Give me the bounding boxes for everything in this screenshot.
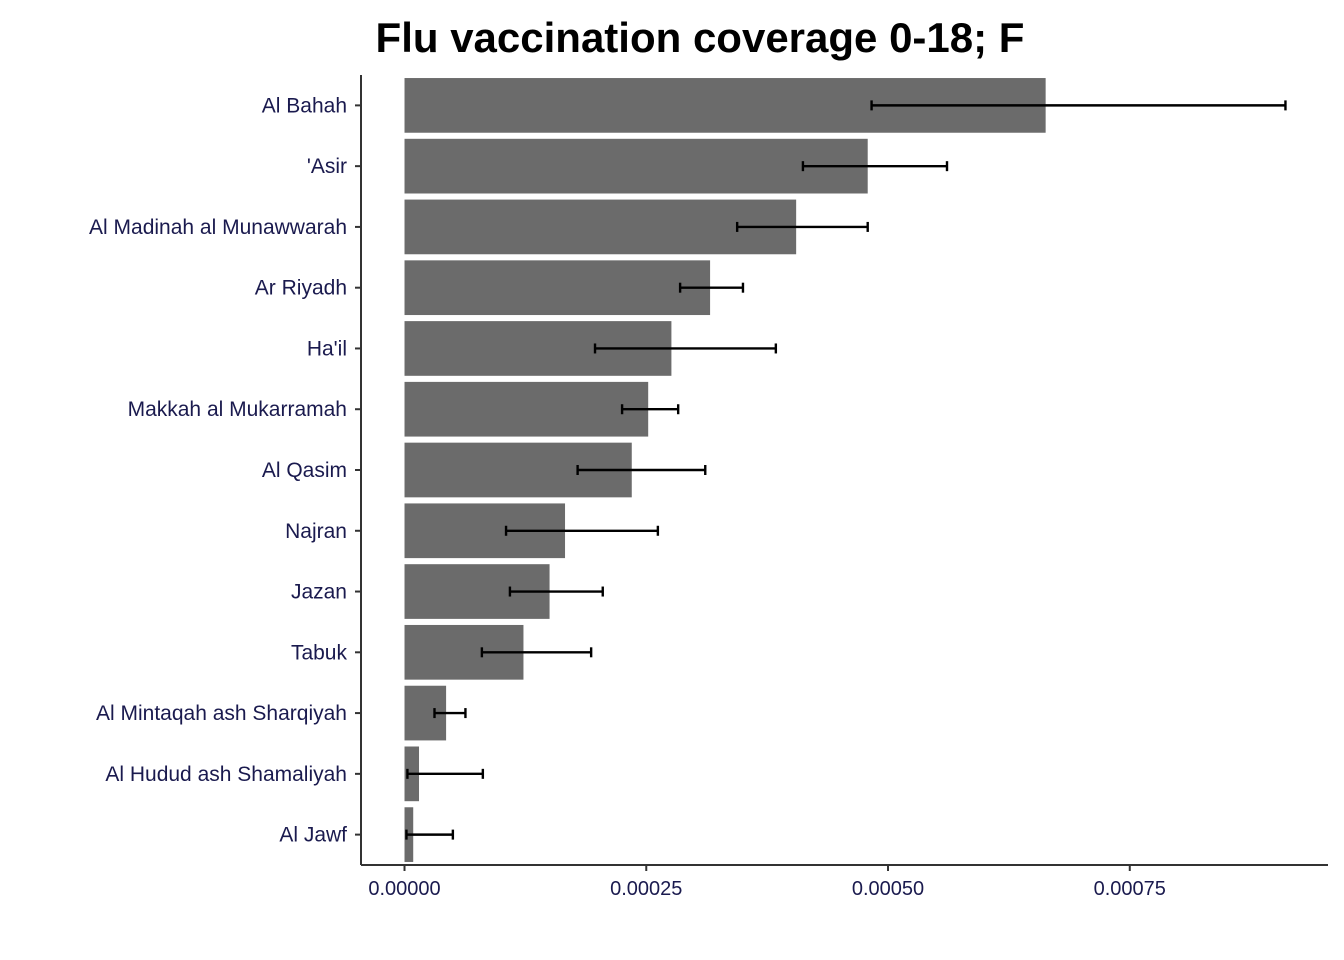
x-tick-labels: 0.00000 0.00025 0.00050 0.00075 (368, 878, 1166, 900)
error-bar-11 (433, 708, 467, 719)
error-bars-layer (405, 100, 1287, 840)
y-tick-label: Jazan (291, 581, 347, 604)
y-tick-label: Najran (285, 520, 347, 543)
bars-layer (404, 78, 1046, 862)
error-bar-13 (405, 829, 455, 840)
y-tick-label: Makkah al Mukarramah (128, 398, 347, 421)
x-tick-label: 0.00025 (610, 878, 682, 900)
y-tick-label: Al Madinah al Munawwarah (89, 216, 347, 239)
y-tick-label: Al Mintaqah ash Sharqiyah (96, 702, 347, 725)
bar-4 (404, 260, 711, 316)
error-bar-7 (576, 465, 707, 475)
bar-2 (404, 138, 868, 194)
error-bar-8 (504, 525, 660, 536)
chart-title: Flu vaccination coverage 0-18; F (376, 14, 1025, 61)
error-bar-12 (406, 768, 485, 779)
error-bar-3 (735, 221, 869, 232)
y-tick-label: Al Qasim (262, 459, 347, 482)
error-bar-2 (801, 161, 949, 172)
error-bar-4 (678, 282, 745, 293)
error-bar-5 (593, 343, 778, 354)
y-tick-label: Ha'il (307, 337, 347, 360)
error-bar-1 (870, 100, 1287, 111)
y-tick-label: Al Bahah (262, 94, 347, 117)
y-tick-label: Tabuk (291, 641, 348, 664)
bar-6 (404, 381, 649, 437)
axes-layer (355, 75, 1328, 871)
y-tick-label: Ar Riyadh (255, 277, 347, 300)
y-tick-labels: Al Bahah 'Asir Al Madinah al Munawwarah Ar … (89, 94, 347, 846)
bar-3 (404, 199, 797, 255)
y-tick-label: Al Hudud ash Shamaliyah (105, 763, 347, 786)
y-tick-label: 'Asir (307, 155, 347, 178)
error-bar-10 (480, 647, 593, 658)
error-bar-9 (508, 586, 604, 597)
x-tick-label: 0.00000 (368, 878, 440, 900)
x-tick-label: 0.00075 (1094, 878, 1166, 900)
y-tick-label: Al Jawf (279, 824, 347, 847)
error-bar-6 (620, 404, 680, 415)
x-tick-label: 0.00050 (852, 878, 924, 900)
